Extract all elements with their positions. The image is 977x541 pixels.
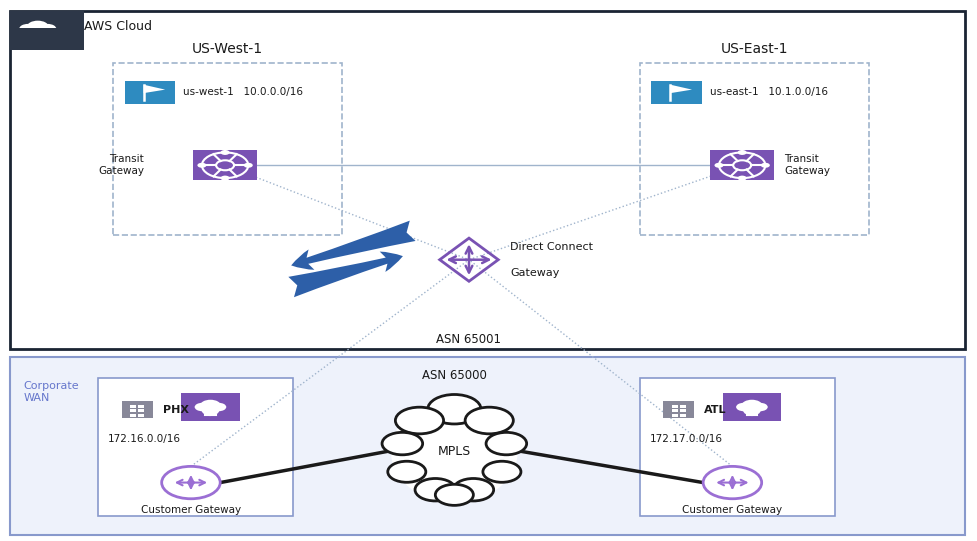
Text: Gateway: Gateway [510, 268, 560, 278]
FancyBboxPatch shape [710, 150, 775, 180]
FancyBboxPatch shape [181, 393, 239, 421]
Circle shape [714, 163, 724, 168]
Circle shape [201, 406, 219, 415]
Text: PHX: PHX [162, 405, 189, 415]
FancyBboxPatch shape [663, 401, 695, 418]
Circle shape [396, 407, 444, 434]
Text: Customer Gateway: Customer Gateway [682, 505, 783, 515]
Text: AWS Cloud: AWS Cloud [84, 19, 151, 32]
Circle shape [382, 432, 423, 455]
Circle shape [742, 400, 762, 411]
Circle shape [453, 478, 493, 501]
Ellipse shape [391, 400, 518, 503]
FancyBboxPatch shape [723, 393, 782, 421]
Circle shape [761, 163, 770, 168]
FancyBboxPatch shape [131, 405, 137, 408]
Text: 172.17.0.0/16: 172.17.0.0/16 [650, 434, 722, 444]
Circle shape [221, 176, 230, 181]
Circle shape [465, 407, 513, 434]
FancyBboxPatch shape [139, 410, 145, 412]
Circle shape [197, 163, 206, 168]
Text: us-east-1   10.1.0.0/16: us-east-1 10.1.0.0/16 [710, 88, 828, 97]
Polygon shape [670, 85, 692, 93]
Text: ASN 65001: ASN 65001 [437, 333, 501, 346]
Circle shape [736, 403, 751, 411]
Polygon shape [144, 85, 165, 93]
Circle shape [20, 24, 37, 34]
FancyBboxPatch shape [680, 410, 686, 412]
FancyBboxPatch shape [672, 410, 678, 412]
Text: MPLS: MPLS [438, 445, 471, 458]
Circle shape [738, 176, 746, 181]
FancyBboxPatch shape [122, 401, 152, 418]
Text: Transit
Gateway: Transit Gateway [98, 155, 145, 176]
Circle shape [243, 163, 253, 168]
Text: US-East-1: US-East-1 [721, 42, 788, 56]
Circle shape [703, 466, 762, 499]
Text: ASN 65000: ASN 65000 [422, 369, 487, 382]
FancyBboxPatch shape [11, 11, 964, 349]
Text: us-west-1   10.0.0.0/16: us-west-1 10.0.0.0/16 [183, 88, 303, 97]
Text: Direct Connect: Direct Connect [510, 242, 593, 252]
FancyBboxPatch shape [125, 81, 175, 104]
Text: Corporate
WAN: Corporate WAN [23, 381, 79, 403]
Text: Transit
Gateway: Transit Gateway [785, 155, 830, 176]
Text: ATL: ATL [704, 405, 727, 415]
FancyBboxPatch shape [131, 410, 137, 412]
FancyBboxPatch shape [139, 405, 145, 408]
Circle shape [200, 400, 221, 411]
FancyBboxPatch shape [680, 405, 686, 408]
Circle shape [738, 150, 746, 155]
FancyBboxPatch shape [640, 378, 834, 516]
Circle shape [436, 484, 474, 505]
Circle shape [388, 461, 426, 482]
Circle shape [194, 403, 210, 411]
Circle shape [487, 432, 527, 455]
FancyBboxPatch shape [139, 414, 145, 417]
Circle shape [39, 24, 57, 34]
Circle shape [161, 466, 220, 499]
FancyBboxPatch shape [131, 414, 137, 417]
Text: 172.16.0.0/16: 172.16.0.0/16 [108, 434, 181, 444]
Text: US-West-1: US-West-1 [191, 42, 263, 56]
FancyBboxPatch shape [652, 81, 702, 104]
FancyBboxPatch shape [672, 405, 678, 408]
Circle shape [752, 403, 768, 411]
FancyBboxPatch shape [672, 414, 678, 417]
Circle shape [428, 394, 481, 424]
FancyBboxPatch shape [11, 11, 84, 50]
Circle shape [221, 150, 230, 155]
Circle shape [483, 461, 521, 482]
FancyBboxPatch shape [192, 150, 257, 180]
Circle shape [27, 21, 49, 32]
FancyBboxPatch shape [99, 378, 293, 516]
Circle shape [211, 403, 227, 411]
FancyBboxPatch shape [11, 357, 964, 535]
FancyBboxPatch shape [680, 414, 686, 417]
Text: Customer Gateway: Customer Gateway [141, 505, 241, 515]
Circle shape [415, 478, 455, 501]
Circle shape [743, 406, 761, 415]
FancyBboxPatch shape [19, 28, 58, 34]
